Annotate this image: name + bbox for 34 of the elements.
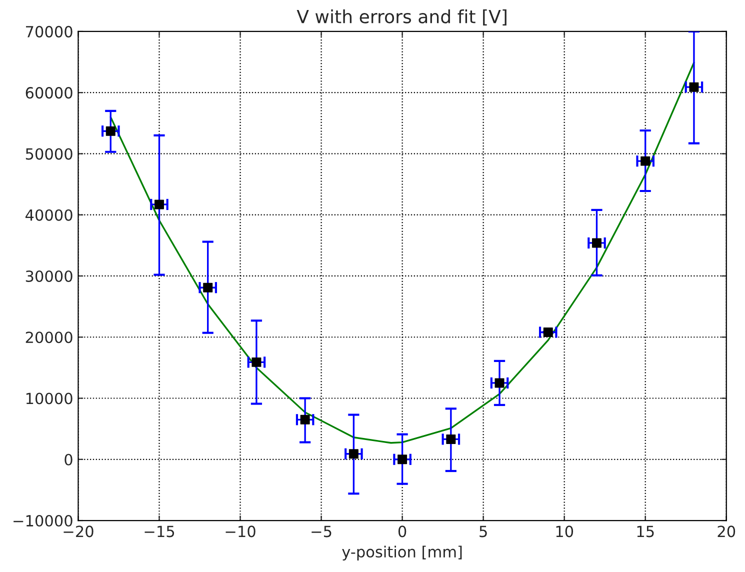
point [203,282,213,292]
y-tick-label: 40000 [26,209,72,221]
y-tick-label: 10000 [26,392,72,404]
x-tick-label: 15 [637,526,654,538]
x-tick-label: 0 [398,526,406,538]
x-tick-label: 10 [556,526,574,538]
y-tick-label: 60000 [26,87,72,99]
x-tick-label: 20 [718,526,736,538]
x-axis-title: y-position [mm] [342,546,462,561]
y-tick-label: 70000 [26,26,72,38]
y-tick-label: 0 [64,454,72,466]
x-tick-label: 5 [480,526,487,538]
point [106,126,116,136]
point [398,454,408,464]
point [154,200,164,210]
y-tick-label: 20000 [26,332,72,344]
point [446,434,456,444]
y-tick-label: 50000 [26,148,72,160]
x-tick-label: −15 [144,526,174,538]
point [592,238,602,248]
point [689,82,699,92]
x-tick-label: −10 [226,526,256,538]
point [348,449,358,459]
point [252,357,262,367]
x-tick-label: −5 [312,526,332,538]
line-series [110,62,695,444]
y-tick-label: −10000 [14,514,72,527]
x-tick-label: −20 [64,526,94,538]
point [494,378,504,388]
point [640,156,650,166]
point [300,414,310,424]
point [543,327,553,337]
y-tick-label: 30000 [26,270,72,282]
chart-title: V with errors and fit [V] [296,9,506,26]
